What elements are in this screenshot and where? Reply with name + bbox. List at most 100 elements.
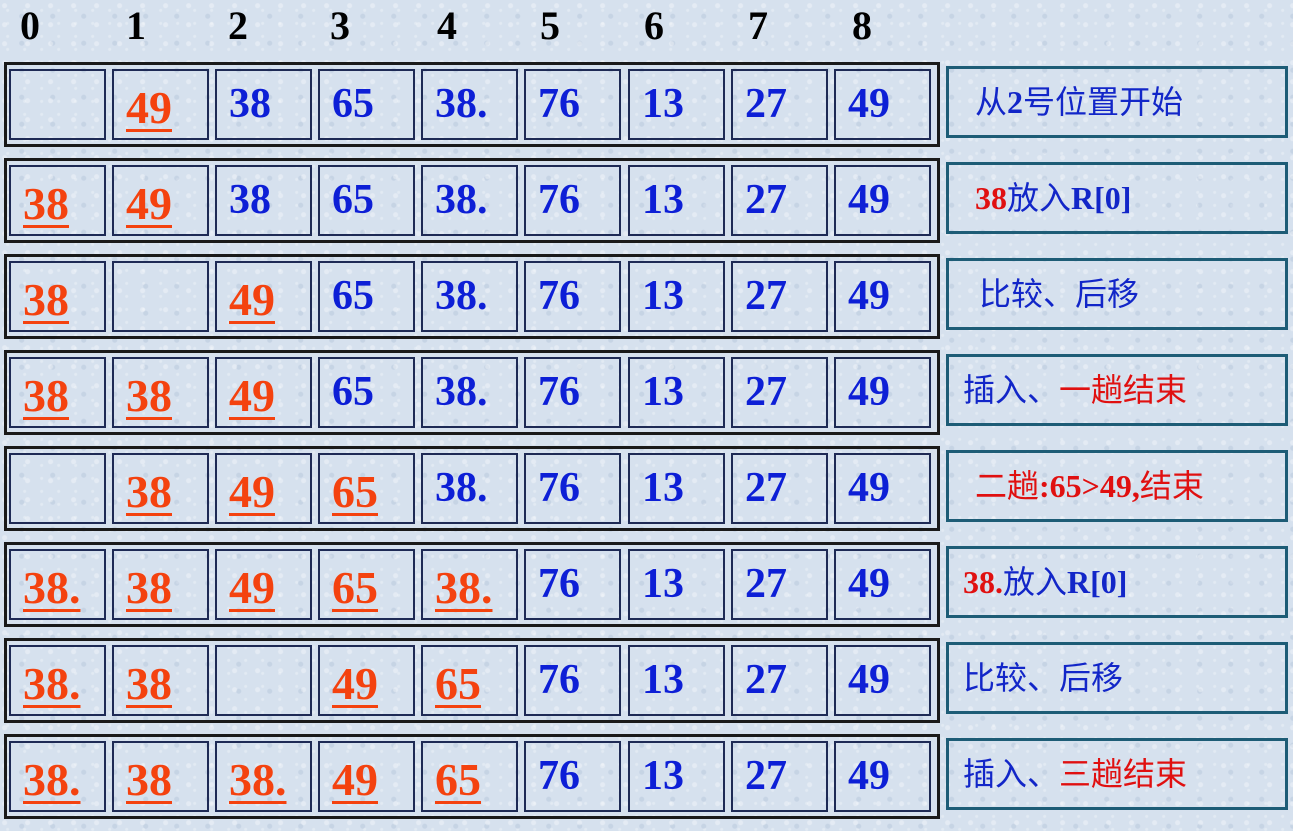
step-note-5: 二趟:65>49,结束 bbox=[946, 450, 1288, 522]
cell-value: 27 bbox=[745, 657, 787, 703]
step-note-7: 比较、后移 bbox=[946, 642, 1288, 714]
cell-value: 76 bbox=[538, 465, 580, 511]
array-cell-8: 49 bbox=[834, 69, 931, 140]
cell-value: 76 bbox=[538, 177, 580, 223]
cell-value: 76 bbox=[538, 753, 580, 799]
array-cell-5: 76 bbox=[524, 357, 621, 428]
note-text: 插入、 bbox=[963, 755, 1060, 793]
cell-value: 38. bbox=[435, 465, 488, 511]
cell-value: 76 bbox=[538, 369, 580, 415]
array-cell-3: 65 bbox=[318, 69, 415, 140]
index-label-4: 4 bbox=[437, 3, 457, 48]
array-row-4: 38 38 49 65 38. 76 13 27 49 bbox=[4, 350, 940, 435]
step-note-2: 38放入R[0] bbox=[946, 162, 1288, 234]
note-text: :65>49, bbox=[1039, 468, 1140, 504]
array-cell-7: 27 bbox=[731, 453, 828, 524]
note-text: 38. bbox=[963, 564, 1003, 600]
array-cell-6: 13 bbox=[628, 261, 725, 332]
array-cell-6: 13 bbox=[628, 645, 725, 716]
array-cell-7: 27 bbox=[731, 357, 828, 428]
array-cell-1: 38 bbox=[112, 741, 209, 812]
array-cell-3: 49 bbox=[318, 645, 415, 716]
cell-value: 38. bbox=[435, 273, 488, 319]
index-label-7: 7 bbox=[748, 3, 768, 48]
array-cell-6: 13 bbox=[628, 453, 725, 524]
array-cell-1: 38 bbox=[112, 549, 209, 620]
array-row-6: 38. 38 49 65 38. 76 13 27 49 bbox=[4, 542, 940, 627]
cell-value: 65 bbox=[332, 273, 374, 319]
array-row-8: 38. 38 38. 49 65 76 13 27 49 bbox=[4, 734, 940, 819]
note-text: 二趟 bbox=[975, 467, 1040, 505]
note-text: 放入 bbox=[1007, 179, 1072, 217]
note-text: 比较、后移 bbox=[979, 275, 1140, 313]
highlighted-value: 38 bbox=[23, 274, 69, 325]
cell-value: 13 bbox=[642, 81, 684, 127]
note-text: 比较、后移 bbox=[963, 659, 1124, 697]
array-cell-7: 27 bbox=[731, 261, 828, 332]
highlighted-value: 65 bbox=[435, 658, 481, 709]
cell-value: 38. bbox=[435, 177, 488, 223]
index-label-3: 3 bbox=[330, 3, 350, 48]
array-cell-0 bbox=[9, 69, 106, 140]
array-cell-6: 13 bbox=[628, 357, 725, 428]
highlighted-value: 49 bbox=[126, 178, 172, 229]
step-note-4: 插入、一趟结束 bbox=[946, 354, 1288, 426]
index-label-6: 6 bbox=[644, 3, 664, 48]
cell-value: 38 bbox=[229, 81, 271, 127]
array-row-1: 49 38 65 38. 76 13 27 49 bbox=[4, 62, 940, 147]
array-row-5: 38 49 65 38. 76 13 27 49 bbox=[4, 446, 940, 531]
array-cell-3: 65 bbox=[318, 165, 415, 236]
note-text: 号位置开始 bbox=[1023, 83, 1184, 121]
cell-value: 13 bbox=[642, 657, 684, 703]
note-text: 三趟结束 bbox=[1059, 755, 1188, 793]
note-text: R[0] bbox=[1067, 564, 1128, 600]
array-cell-4: 65 bbox=[421, 645, 518, 716]
array-cell-1: 49 bbox=[112, 165, 209, 236]
cell-value: 76 bbox=[538, 561, 580, 607]
array-cell-5: 76 bbox=[524, 741, 621, 812]
array-cell-4: 38. bbox=[421, 261, 518, 332]
array-cell-6: 13 bbox=[628, 741, 725, 812]
array-cell-4: 38. bbox=[421, 549, 518, 620]
cell-value: 49 bbox=[848, 81, 890, 127]
note-text: 从 bbox=[975, 83, 1008, 121]
index-header: 0 1 2 3 4 5 6 7 8 bbox=[0, 0, 1293, 52]
array-cell-2: 38 bbox=[215, 165, 312, 236]
highlighted-value: 49 bbox=[332, 754, 378, 805]
highlighted-value: 38. bbox=[23, 562, 81, 613]
cell-value: 49 bbox=[848, 465, 890, 511]
array-cell-2: 49 bbox=[215, 357, 312, 428]
array-cell-2 bbox=[215, 645, 312, 716]
step-note-8: 插入、三趟结束 bbox=[946, 738, 1288, 810]
highlighted-value: 49 bbox=[332, 658, 378, 709]
note-text: 38 bbox=[975, 180, 1007, 216]
array-cell-1 bbox=[112, 261, 209, 332]
array-cell-0: 38. bbox=[9, 549, 106, 620]
highlighted-value: 49 bbox=[126, 82, 172, 133]
array-cell-0: 38. bbox=[9, 645, 106, 716]
cell-value: 27 bbox=[745, 753, 787, 799]
cell-value: 65 bbox=[332, 369, 374, 415]
cell-value: 76 bbox=[538, 81, 580, 127]
array-cell-2: 38 bbox=[215, 69, 312, 140]
cell-value: 65 bbox=[332, 81, 374, 127]
array-cell-7: 27 bbox=[731, 645, 828, 716]
highlighted-value: 65 bbox=[332, 562, 378, 613]
array-cell-5: 76 bbox=[524, 69, 621, 140]
array-cell-1: 38 bbox=[112, 453, 209, 524]
highlighted-value: 38. bbox=[23, 754, 81, 805]
array-cell-5: 76 bbox=[524, 261, 621, 332]
array-cell-5: 76 bbox=[524, 165, 621, 236]
cell-value: 13 bbox=[642, 369, 684, 415]
note-text: R[0] bbox=[1071, 180, 1132, 216]
array-cell-8: 49 bbox=[834, 357, 931, 428]
highlighted-value: 49 bbox=[229, 466, 275, 517]
highlighted-value: 49 bbox=[229, 274, 275, 325]
highlighted-value: 38 bbox=[126, 466, 172, 517]
array-cell-0: 38 bbox=[9, 165, 106, 236]
cell-value: 49 bbox=[848, 369, 890, 415]
cell-value: 27 bbox=[745, 369, 787, 415]
array-row-2: 38 49 38 65 38. 76 13 27 49 bbox=[4, 158, 940, 243]
highlighted-value: 38 bbox=[126, 658, 172, 709]
array-cell-4: 38. bbox=[421, 165, 518, 236]
